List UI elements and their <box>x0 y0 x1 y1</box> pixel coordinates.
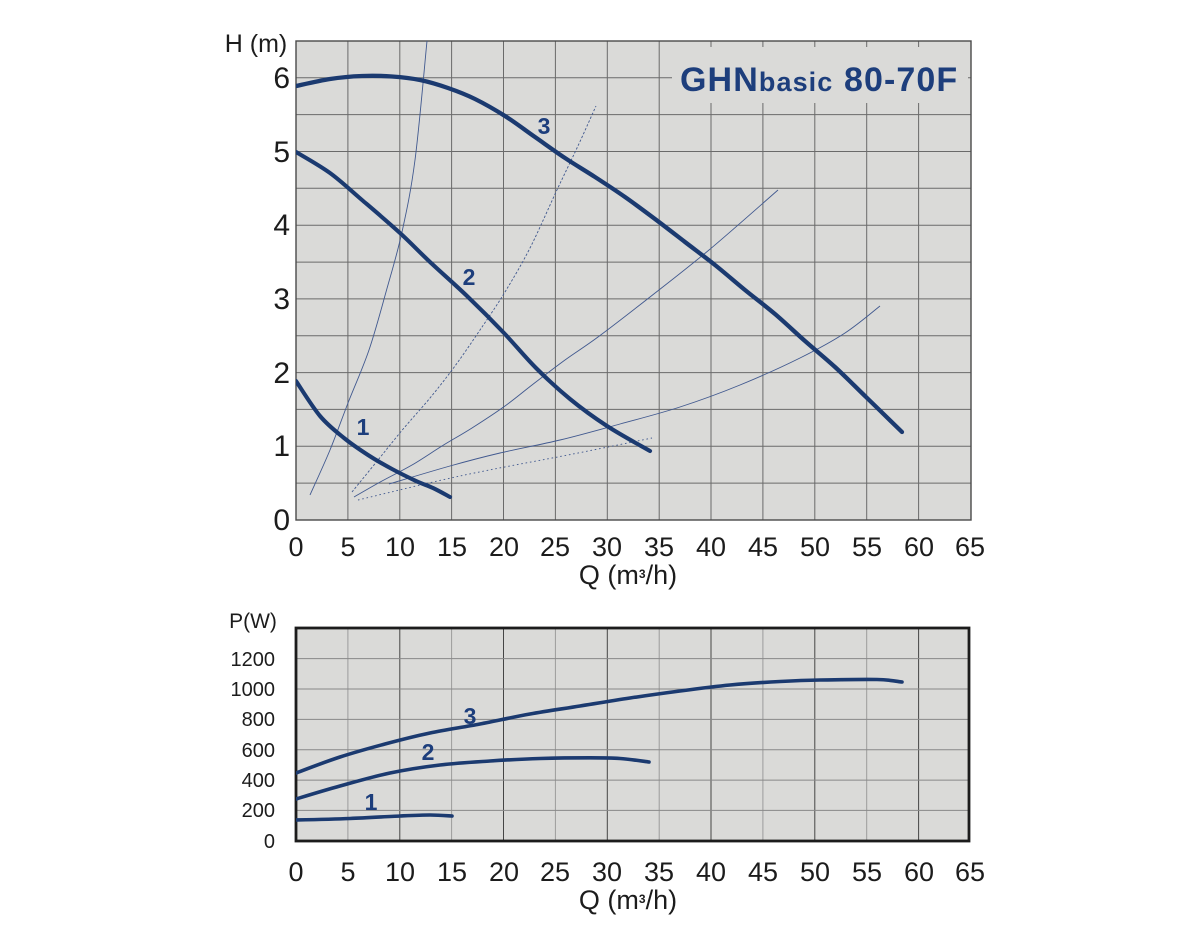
svg-text:0: 0 <box>288 857 303 887</box>
svg-text:65: 65 <box>955 532 985 562</box>
svg-text:1200: 1200 <box>231 649 276 671</box>
svg-text:20: 20 <box>489 857 519 887</box>
svg-text:60: 60 <box>904 532 934 562</box>
svg-text:10: 10 <box>385 532 415 562</box>
svg-text:30: 30 <box>592 857 622 887</box>
svg-text:P(W): P(W) <box>229 610 277 633</box>
svg-text:65: 65 <box>955 857 985 887</box>
svg-text:40: 40 <box>696 857 726 887</box>
svg-text:400: 400 <box>242 770 275 792</box>
svg-text:0: 0 <box>288 532 303 562</box>
svg-text:45: 45 <box>748 532 778 562</box>
svg-text:55: 55 <box>852 532 882 562</box>
svg-text:1: 1 <box>273 430 290 463</box>
svg-text:10: 10 <box>385 857 415 887</box>
svg-text:50: 50 <box>800 532 830 562</box>
svg-text:Q (m3/h): Q (m3/h) <box>579 560 677 590</box>
svg-text:15: 15 <box>437 532 467 562</box>
svg-text:1000: 1000 <box>231 679 276 701</box>
svg-text:3: 3 <box>464 703 477 729</box>
svg-text:40: 40 <box>696 532 726 562</box>
svg-text:35: 35 <box>644 857 674 887</box>
svg-text:600: 600 <box>242 740 275 762</box>
svg-text:4: 4 <box>273 209 290 242</box>
svg-text:20: 20 <box>489 532 519 562</box>
svg-text:H (m): H (m) <box>225 30 287 58</box>
svg-text:0: 0 <box>264 831 275 853</box>
svg-text:200: 200 <box>242 800 275 822</box>
svg-text:5: 5 <box>273 136 290 169</box>
svg-text:15: 15 <box>437 857 467 887</box>
svg-text:60: 60 <box>904 857 934 887</box>
svg-text:3: 3 <box>538 113 551 139</box>
svg-text:GHNbasic 80-70F: GHNbasic 80-70F <box>680 61 958 99</box>
svg-text:6: 6 <box>273 62 290 95</box>
svg-text:2: 2 <box>273 357 290 390</box>
svg-text:2: 2 <box>422 739 435 765</box>
svg-text:5: 5 <box>340 532 355 562</box>
svg-text:3: 3 <box>273 283 290 316</box>
svg-text:0: 0 <box>273 504 290 537</box>
svg-text:2: 2 <box>463 264 476 290</box>
svg-text:5: 5 <box>340 857 355 887</box>
svg-text:45: 45 <box>748 857 778 887</box>
svg-text:50: 50 <box>800 857 830 887</box>
svg-text:Q (m3/h): Q (m3/h) <box>579 885 677 915</box>
svg-text:25: 25 <box>540 857 570 887</box>
svg-text:55: 55 <box>852 857 882 887</box>
svg-text:30: 30 <box>592 532 622 562</box>
svg-text:1: 1 <box>365 789 378 815</box>
svg-text:800: 800 <box>242 709 275 731</box>
svg-text:1: 1 <box>357 414 370 440</box>
svg-text:35: 35 <box>644 532 674 562</box>
svg-text:25: 25 <box>540 532 570 562</box>
